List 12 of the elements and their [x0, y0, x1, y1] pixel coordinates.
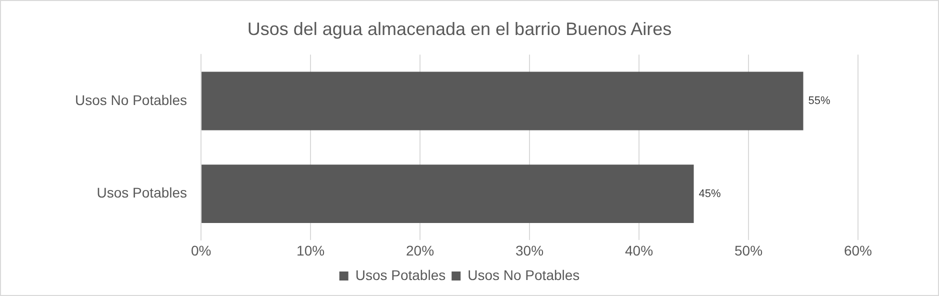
x-tick-label: 10% [296, 242, 325, 258]
legend-label: Usos Potables [355, 266, 446, 283]
x-tick-label: 40% [625, 242, 654, 258]
x-tick-label: 30% [516, 242, 544, 258]
chart-title: Usos del agua almacenada en el barrio Buenos Aires [247, 18, 672, 39]
x-tick-label: 60% [844, 242, 872, 258]
data-label: 55% [808, 95, 830, 108]
x-tick-label: 0% [190, 242, 212, 258]
legend-label: Usos No Potables [468, 266, 580, 283]
x-tick-label: 50% [734, 242, 763, 258]
data-label: 45% [698, 188, 721, 200]
x-tick-label: 20% [406, 242, 434, 258]
